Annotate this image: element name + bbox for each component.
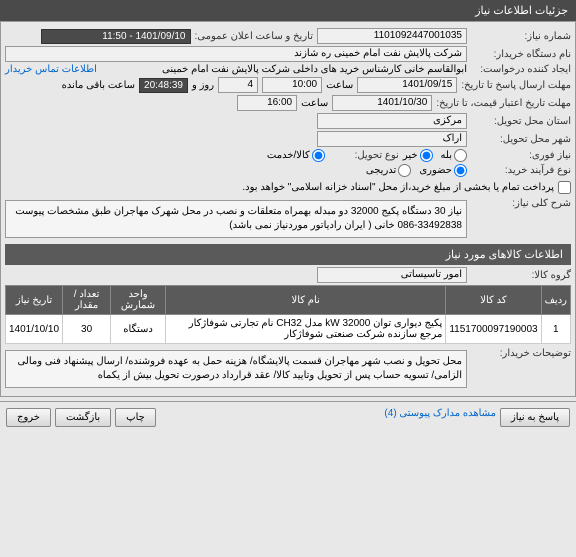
days-value: 4 [218,77,258,93]
need-number-label: شماره نیاز: [471,31,571,42]
table-header-row: ردیف کد کالا نام کالا واحد شمارش تعداد /… [6,286,571,315]
process-opt2[interactable]: تدریجی [366,164,411,177]
th-row: ردیف [541,286,570,315]
buyer-note-label: توضیحات خریدار: [471,348,571,359]
th-name: نام کالا [165,286,445,315]
td-name: پکیج دیواری توان 32000 kW مدل CH32 نام ت… [165,315,445,344]
group-value: امور تاسیساتی [317,267,467,283]
th-unit: واحد شمارش [111,286,166,315]
process-radio-1[interactable] [454,164,467,177]
td-date: 1401/10/10 [6,315,63,344]
need-number-value: 1101092447001035 [317,28,467,44]
deadline-label: مهلت ارسال پاسخ تا تاریخ: [461,80,571,91]
back-button[interactable]: بازگشت [55,408,111,427]
urgent-radio-group: بله خیر [403,149,467,162]
need-type-label: نیاز فوری: [471,150,571,161]
time-label-2: ساعت [301,98,328,109]
goods-section-header: اطلاعات کالاهای مورد نیاز [5,244,571,265]
print-button[interactable]: چاپ [115,408,156,427]
urgent-yes-option[interactable]: بله [441,149,467,162]
th-code: کد کالا [446,286,541,315]
td-unit: دستگاه [111,315,166,344]
process-label: نوع فرآیند خرید: [471,165,571,176]
province-value: مرکزی [317,113,467,129]
page-title: جزئیات اطلاعات نیاز [475,5,568,17]
page-header: جزئیات اطلاعات نیاز [0,0,576,21]
th-qty: تعداد / مقدار [63,286,111,315]
group-label: گروه کالا: [471,270,571,281]
countdown-value: 20:48:39 [139,78,188,93]
deadline-date: 1401/09/15 [357,77,457,93]
city-label: شهر محل تحویل: [471,134,571,145]
delivery-goods-option[interactable]: کالا/خدمت [267,149,325,162]
deadline-time: 10:00 [262,77,322,93]
requester-label: ایجاد کننده درخواست: [471,64,571,75]
th-date: تاریخ نیاز [6,286,63,315]
desc-label: شرح کلی نیاز: [471,198,571,209]
goods-table: ردیف کد کالا نام کالا واحد شمارش تعداد /… [5,285,571,344]
buyer-org-value: شرکت پالایش نفت امام خمینی ره شازند [5,46,467,62]
td-qty: 30 [63,315,111,344]
time-label-1: ساعت [326,80,353,91]
delivery-type-label: نوع تحویل: [329,150,399,161]
delivery-radio-group: کالا/خدمت [267,149,325,162]
announce-label: تاریخ و ساعت اعلان عمومی: [195,31,314,42]
exit-button[interactable]: خروج [6,408,51,427]
answer-button[interactable]: پاسخ به نیاز [500,408,570,427]
buyer-note-text: محل تحویل و نصب شهر مهاجران قسمت پالایشگ… [5,350,467,388]
td-row: 1 [541,315,570,344]
td-code: 1151700097190003 [446,315,541,344]
contact-link[interactable]: اطلاعات تماس خریدار [5,64,97,75]
announce-value: 1401/09/10 - 11:50 [41,29,191,44]
payment-text: پرداخت تمام یا بخشی از مبلغ خرید،از محل … [242,182,554,193]
table-row: 1 1151700097190003 پکیج دیواری توان 3200… [6,315,571,344]
credit-date: 1401/10/30 [332,95,432,111]
payment-checkbox[interactable] [558,181,571,194]
footer-bar: پاسخ به نیاز مشاهده مدارک پیوستی (4) چاپ… [0,401,576,433]
buyer-org-label: نام دستگاه خریدار: [471,49,571,60]
urgent-no-radio[interactable] [420,149,433,162]
urgent-yes-radio[interactable] [454,149,467,162]
process-radio-2[interactable] [398,164,411,177]
process-radio-group: حضوری تدریجی [366,164,467,177]
form-content: شماره نیاز: 1101092447001035 تاریخ و ساع… [0,21,576,397]
province-label: استان محل تحویل: [471,116,571,127]
requester-value: ابوالقاسم خانی کارشناس خرید های داخلی شر… [101,64,467,75]
city-value: اراک [317,131,467,147]
process-opt1[interactable]: حضوری [419,164,467,177]
attachments-link[interactable]: مشاهده مدارک پیوستی (4) [384,408,496,427]
delivery-goods-radio[interactable] [312,149,325,162]
credit-time: 16:00 [237,95,297,111]
desc-text: نیاز 30 دستگاه پکیج 32000 دو مبدله بهمرا… [5,200,467,238]
remaining-label: ساعت باقی مانده [62,80,135,91]
credit-label: مهلت تاریخ اعتبار قیمت، تا تاریخ: [436,98,571,109]
urgent-no-option[interactable]: خیر [403,149,433,162]
days-label: روز و [192,80,214,91]
